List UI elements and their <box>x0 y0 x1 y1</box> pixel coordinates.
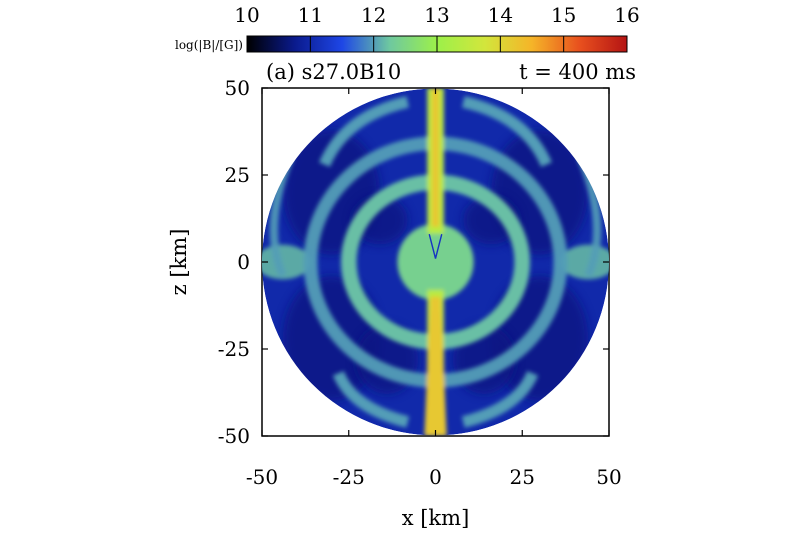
colorbar: 10 11 12 13 14 15 16 log(|B|/[G]) <box>175 3 640 53</box>
field-central-cusp <box>428 233 443 259</box>
colorbar-tick-label: 12 <box>361 3 386 27</box>
field-lobe-lower-left <box>332 370 410 428</box>
colorbar-tick-label: 15 <box>551 3 576 27</box>
y-tick-label: -50 <box>218 424 250 448</box>
field-equatorial-band-right <box>560 244 609 280</box>
field-jet-upper <box>431 88 440 227</box>
colorbar-tick-label: 13 <box>424 3 449 27</box>
x-tick-label: 50 <box>596 465 621 489</box>
colorbar-label: log(|B|/[G]) <box>175 38 243 52</box>
y-axis-label: z [km] <box>167 229 191 296</box>
colorbar-tick-label: 14 <box>488 3 513 27</box>
field-lobe-lower-right <box>461 370 539 428</box>
field-lobe-upper-right <box>461 96 552 168</box>
x-tick-label: 0 <box>429 465 442 489</box>
y-tick-label: 0 <box>237 250 250 274</box>
plot-area: -50 -25 0 25 50 -50 -25 0 25 50 <box>218 76 622 489</box>
field-inner-core <box>397 223 474 301</box>
x-tick-label: 25 <box>510 465 535 489</box>
colorbar-tick-label: 16 <box>614 3 639 27</box>
colorbar-tick-label: 11 <box>298 3 323 27</box>
field-lobe-upper-left <box>319 96 410 168</box>
x-tick-label: -25 <box>333 465 365 489</box>
panel-label: (a) s27.0B10 <box>266 60 401 84</box>
time-label: t = 400 ms <box>519 60 636 84</box>
y-tick-label: 50 <box>225 76 250 100</box>
y-tick-label: -25 <box>218 337 250 361</box>
colorbar-tick-label: 10 <box>234 3 259 27</box>
x-tick-label: -50 <box>246 465 278 489</box>
field-equatorial-band-left <box>262 244 311 280</box>
field-jet-lower <box>424 296 447 436</box>
y-tick-label: 25 <box>225 163 250 187</box>
x-axis-label: x [km] <box>402 506 470 530</box>
